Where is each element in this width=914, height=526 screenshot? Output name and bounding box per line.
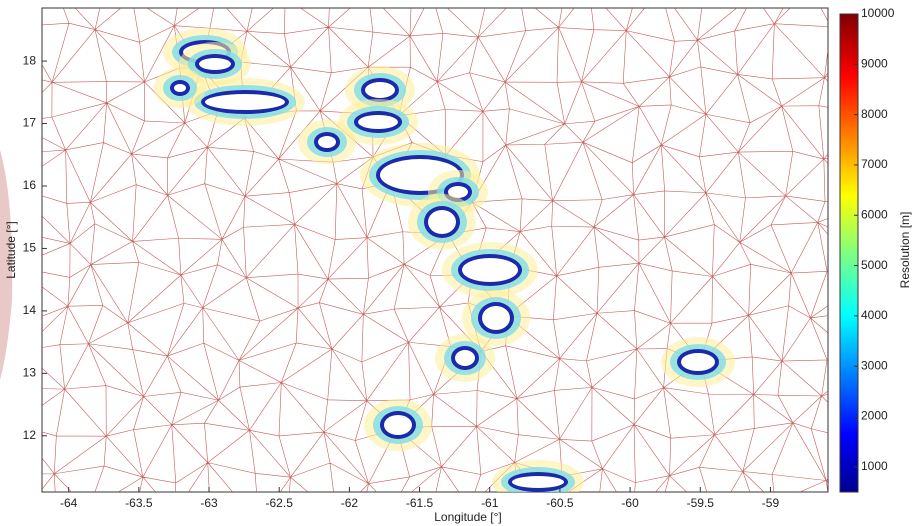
colorbar-label: Resolution [m]	[898, 212, 912, 289]
island	[462, 258, 518, 282]
island	[512, 476, 564, 488]
island	[482, 306, 510, 330]
x-tick-label: -64	[60, 496, 78, 510]
colorbar-tick-label: 8000	[861, 107, 888, 121]
x-tick-label: -62.5	[266, 496, 294, 510]
island	[205, 94, 285, 110]
x-tick-label: -63	[200, 496, 218, 510]
island	[428, 210, 456, 234]
colorbar-tick-label: 6000	[861, 207, 888, 221]
x-tick-label: -61	[481, 496, 499, 510]
x-tick-label: -60	[621, 496, 639, 510]
x-tick-label: -59	[762, 496, 780, 510]
y-tick-label: 16	[23, 178, 37, 192]
y-tick-label: 17	[23, 116, 37, 130]
colorbar-tick-label: 2000	[861, 409, 888, 423]
colorbar-tick-label: 1000	[861, 459, 888, 473]
y-tick-label: 18	[23, 53, 37, 67]
island	[358, 115, 398, 129]
x-tick-label: -59.5	[687, 496, 715, 510]
colorbar-tick-label: 10000	[861, 6, 895, 20]
x-tick-label: -60.5	[546, 496, 574, 510]
island	[681, 353, 715, 371]
y-tick-label: 12	[23, 428, 37, 442]
colorbar-tick-label: 4000	[861, 308, 888, 322]
y-axis-label: Latitude [°]	[4, 221, 18, 279]
colorbar-tick-label: 7000	[861, 157, 888, 171]
colorbar-tick-label: 5000	[861, 258, 888, 272]
island	[174, 84, 186, 92]
x-axis-label: Longitude [°]	[434, 510, 502, 524]
colorbar	[840, 14, 858, 492]
colorbar-tick-label: 3000	[861, 358, 888, 372]
island	[365, 82, 395, 98]
colorbar-tick-label: 9000	[861, 56, 888, 70]
figure: Longitude [°] Latitude [°] Resolution [m…	[0, 0, 914, 526]
island	[199, 58, 231, 70]
island	[384, 415, 412, 435]
x-tick-label: -62	[341, 496, 359, 510]
y-tick-label: 13	[23, 366, 37, 380]
y-tick-label: 14	[23, 303, 37, 317]
x-tick-label: -61.5	[406, 496, 434, 510]
y-tick-label: 15	[23, 241, 37, 255]
x-tick-label: -63.5	[125, 496, 153, 510]
island	[455, 350, 475, 366]
island	[318, 136, 336, 148]
